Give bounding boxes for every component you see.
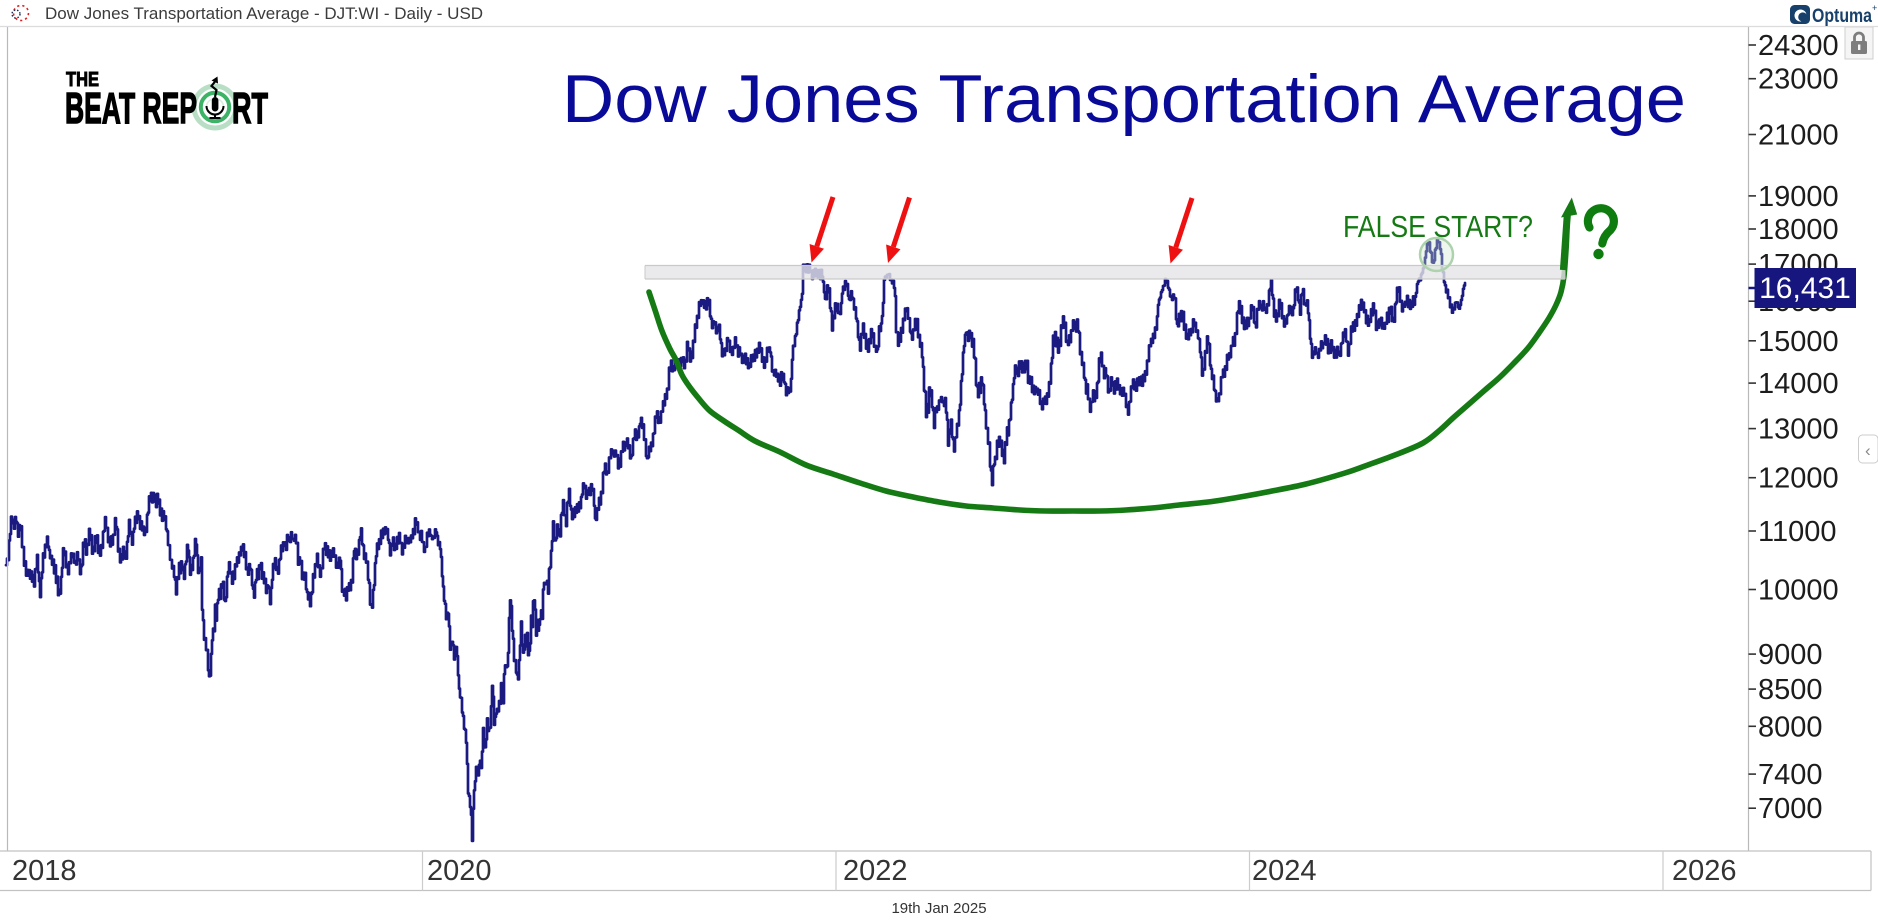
svg-text:2022: 2022 <box>843 855 908 887</box>
svg-text:21000: 21000 <box>1758 120 1839 152</box>
svg-text:10000: 10000 <box>1758 575 1839 607</box>
svg-text:Dow Jones Transportation Avera: Dow Jones Transportation Average <box>562 61 1686 137</box>
svg-text:14000: 14000 <box>1758 368 1839 400</box>
svg-text:7400: 7400 <box>1758 759 1823 791</box>
svg-text:9000: 9000 <box>1758 639 1823 671</box>
svg-text:16,431: 16,431 <box>1759 272 1851 305</box>
svg-text:2024: 2024 <box>1252 855 1317 887</box>
svg-text:8000: 8000 <box>1758 711 1823 743</box>
svg-text:8500: 8500 <box>1758 674 1823 706</box>
svg-text:13000: 13000 <box>1758 414 1839 446</box>
svg-text:‹: ‹ <box>1865 441 1871 460</box>
svg-text:RT: RT <box>232 84 268 133</box>
svg-text:2026: 2026 <box>1672 855 1737 887</box>
svg-text:BEAT REP: BEAT REP <box>65 84 197 133</box>
svg-text:Dow Jones Transportation Avera: Dow Jones Transportation Average - DJT:W… <box>45 4 483 23</box>
svg-text:19000: 19000 <box>1758 181 1839 213</box>
svg-text:11000: 11000 <box>1758 516 1837 548</box>
svg-text:Optuma: Optuma <box>1812 6 1872 27</box>
svg-text:7000: 7000 <box>1758 793 1823 825</box>
svg-text:THE: THE <box>66 69 99 91</box>
svg-text:12000: 12000 <box>1758 463 1839 495</box>
svg-text:23000: 23000 <box>1758 64 1839 96</box>
svg-text:2018: 2018 <box>12 855 77 887</box>
svg-text:15000: 15000 <box>1758 326 1839 358</box>
svg-text:24300: 24300 <box>1758 30 1839 62</box>
svg-text:19th Jan 2025: 19th Jan 2025 <box>891 900 986 917</box>
svg-text:2020: 2020 <box>427 855 492 887</box>
svg-text:18000: 18000 <box>1758 214 1839 246</box>
svg-text:FALSE START?: FALSE START? <box>1343 209 1533 244</box>
svg-text:+: + <box>1872 3 1877 13</box>
